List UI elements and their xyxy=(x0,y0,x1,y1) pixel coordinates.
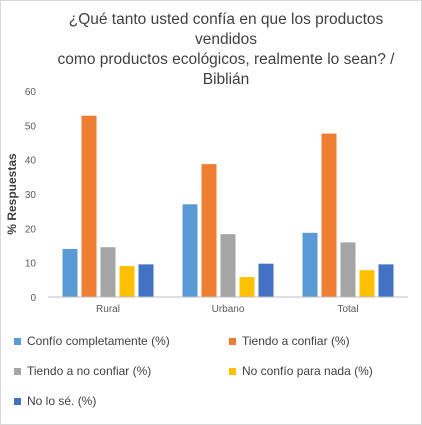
chart-title: ¿Qué tanto usted confía en que los produ… xyxy=(40,10,412,90)
chart-title-line-2: como productos ecológicos, realmente lo … xyxy=(57,51,395,88)
x-tick-label: Total xyxy=(337,304,358,315)
bar-rural-2 xyxy=(100,247,116,297)
y-tick-label: 60 xyxy=(25,87,37,98)
bar-total-1 xyxy=(321,133,337,297)
x-axis-ticks: Rural Urbano Total xyxy=(96,304,359,315)
bar-urbano-4 xyxy=(258,263,274,297)
bar-rural-3 xyxy=(119,266,135,297)
chart-title-line-1: ¿Qué tanto usted confía en que los produ… xyxy=(68,11,384,48)
legend-swatch xyxy=(14,337,21,345)
legend-label: No lo sé. (%) xyxy=(27,394,97,408)
y-tick-label: 0 xyxy=(30,293,36,304)
legend-item: Tiendo a confiar (%) xyxy=(229,334,350,348)
y-axis-label: % Respuestas xyxy=(5,153,19,235)
legend-item: Confío completamente (%) xyxy=(14,334,170,348)
x-tick-label: Urbano xyxy=(212,304,245,315)
bar-urbano-3 xyxy=(239,277,255,297)
bar-urbano-2 xyxy=(220,234,236,297)
bar-total-0 xyxy=(302,232,318,297)
y-tick-label: 10 xyxy=(25,259,37,270)
legend-label: Tiendo a confiar (%) xyxy=(242,334,350,348)
bar-rural-4 xyxy=(138,264,154,297)
bar-total-2 xyxy=(340,242,356,297)
bar-urbano-0 xyxy=(182,204,198,297)
legend-label: No confío para nada (%) xyxy=(242,364,373,378)
legend-swatch xyxy=(14,367,21,375)
x-tick-label: Rural xyxy=(96,304,120,315)
legend-item: No confío para nada (%) xyxy=(229,364,373,378)
bar-total-3 xyxy=(359,270,375,297)
legend-swatch xyxy=(14,397,21,405)
bar-total-4 xyxy=(378,264,394,297)
legend-label: Confío completamente (%) xyxy=(27,334,170,348)
bars xyxy=(62,115,394,297)
legend-swatch xyxy=(229,367,236,375)
y-tick-label: 40 xyxy=(25,156,37,167)
y-tick-label: 20 xyxy=(25,224,37,235)
legend-item: Tiendo a no confiar (%) xyxy=(14,364,151,378)
bar-rural-0 xyxy=(62,248,78,297)
y-axis-ticks: 0 10 20 30 40 50 60 xyxy=(25,87,37,304)
y-tick-label: 50 xyxy=(25,121,37,132)
bar-rural-1 xyxy=(81,115,97,297)
legend-item: No lo sé. (%) xyxy=(14,394,96,408)
y-tick-label: 30 xyxy=(25,190,37,201)
bar-urbano-1 xyxy=(201,164,217,297)
legend-swatch xyxy=(229,337,236,345)
legend-label: Tiendo a no confiar (%) xyxy=(27,364,152,378)
